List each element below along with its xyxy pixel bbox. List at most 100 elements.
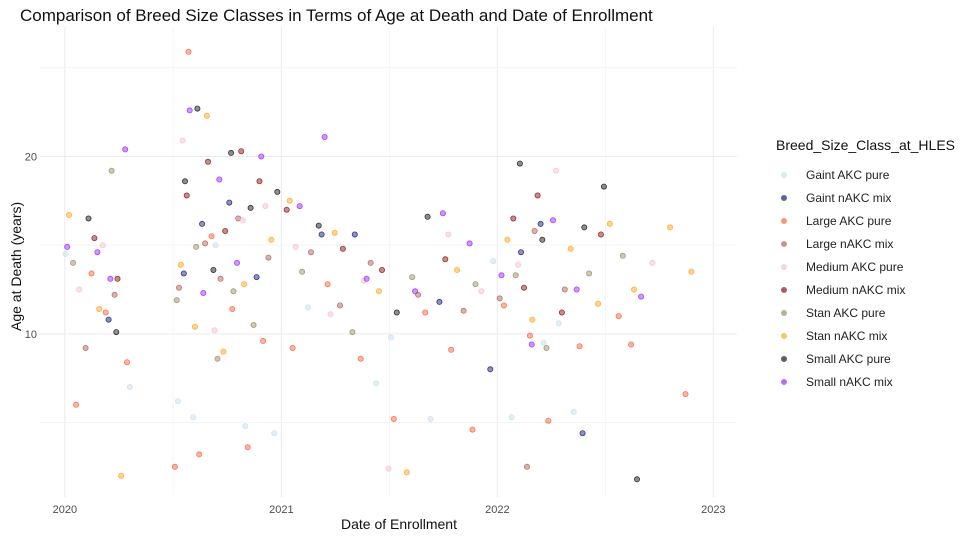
data-point [555, 320, 562, 327]
data-point [174, 398, 181, 405]
legend-key [776, 305, 792, 321]
legend-label: Stan AKC pure [806, 305, 886, 320]
data-point [387, 334, 394, 341]
data-point [70, 259, 77, 266]
data-point [296, 203, 303, 210]
data-point [126, 383, 133, 390]
data-point [212, 242, 219, 249]
data-point [226, 199, 233, 206]
data-point [202, 240, 209, 247]
data-point [66, 211, 73, 218]
legend-key [776, 351, 792, 367]
data-point [122, 146, 129, 153]
series-large-nakc-mix [82, 215, 568, 470]
data-point [597, 231, 604, 238]
data-point [385, 465, 392, 472]
data-point [472, 281, 479, 288]
data-point [500, 302, 507, 309]
legend-dot [781, 240, 787, 247]
x-axis-label: Date of Enrollment [341, 516, 457, 532]
data-point [579, 430, 586, 437]
data-point [304, 304, 311, 311]
data-point [82, 344, 89, 351]
series-medium-nakc-mix [91, 148, 604, 316]
data-point [448, 346, 455, 353]
legend-dot [781, 263, 787, 270]
data-point [595, 300, 602, 307]
data-point [190, 414, 197, 421]
legend-key [776, 374, 792, 390]
legend-dot [781, 286, 787, 293]
y-axis-label: Age at Death (years) [8, 201, 24, 331]
data-point [315, 222, 322, 229]
data-point [363, 275, 370, 282]
legend-key [776, 167, 792, 183]
legend-item: Gaint nAKC mix [776, 186, 955, 209]
series-large-akc-pure [73, 48, 689, 470]
data-point [504, 236, 511, 243]
legend-label: Gaint nAKC mix [806, 190, 892, 205]
legend-key [776, 213, 792, 229]
data-point [524, 463, 531, 470]
data-point [244, 444, 251, 451]
data-point [220, 348, 227, 355]
data-point [581, 224, 588, 231]
legend-item: Large nAKC mix [776, 232, 955, 255]
data-point [289, 344, 296, 351]
data-point [247, 204, 254, 211]
data-point [258, 153, 265, 160]
legend-key [776, 282, 792, 298]
data-point [76, 286, 83, 293]
data-point [108, 167, 115, 174]
data-point [628, 341, 635, 348]
data-point [114, 275, 121, 282]
data-point [318, 231, 325, 238]
data-point [543, 344, 550, 351]
data-point [487, 366, 494, 373]
data-point [537, 220, 544, 227]
data-point [211, 327, 218, 334]
data-point [73, 401, 80, 408]
series-medium-akc-pure [76, 137, 656, 472]
plot-panel [40, 27, 737, 497]
data-point [208, 233, 215, 240]
data-point [390, 415, 397, 422]
data-point [239, 217, 246, 224]
data-point [96, 305, 103, 312]
legend-item: Gaint AKC pure [776, 163, 955, 186]
data-point [271, 430, 278, 437]
data-point [217, 275, 224, 282]
legend-item: Medium nAKC mix [776, 278, 955, 301]
data-point [173, 297, 180, 304]
data-point [539, 236, 546, 243]
data-point [331, 229, 338, 236]
data-point [307, 249, 314, 256]
data-point [262, 203, 269, 210]
data-point [191, 323, 198, 330]
series-gaint-akc-pure [62, 242, 577, 437]
data-point [175, 284, 182, 291]
data-point [667, 224, 674, 231]
data-point [422, 309, 429, 316]
data-point [573, 286, 580, 293]
x-tick-label: 2021 [269, 504, 293, 516]
data-point [534, 192, 541, 199]
data-point [439, 210, 446, 217]
data-point [94, 249, 101, 256]
data-point [552, 167, 559, 174]
legend-key [776, 236, 792, 252]
data-point [373, 380, 380, 387]
data-point [183, 192, 190, 199]
data-point [327, 311, 334, 318]
data-point [64, 243, 71, 250]
data-point [634, 476, 641, 483]
legend: Breed_Size_Class_at_HLES Gaint AKC pure G… [776, 137, 955, 393]
data-point [339, 245, 346, 252]
data-point [85, 215, 92, 222]
data-point [424, 213, 431, 220]
data-point [516, 160, 523, 167]
legend-items: Gaint AKC pure Gaint nAKC mix Large AKC pu… [776, 163, 955, 393]
data-point [460, 307, 467, 314]
data-point [561, 286, 568, 293]
data-point [118, 472, 125, 479]
